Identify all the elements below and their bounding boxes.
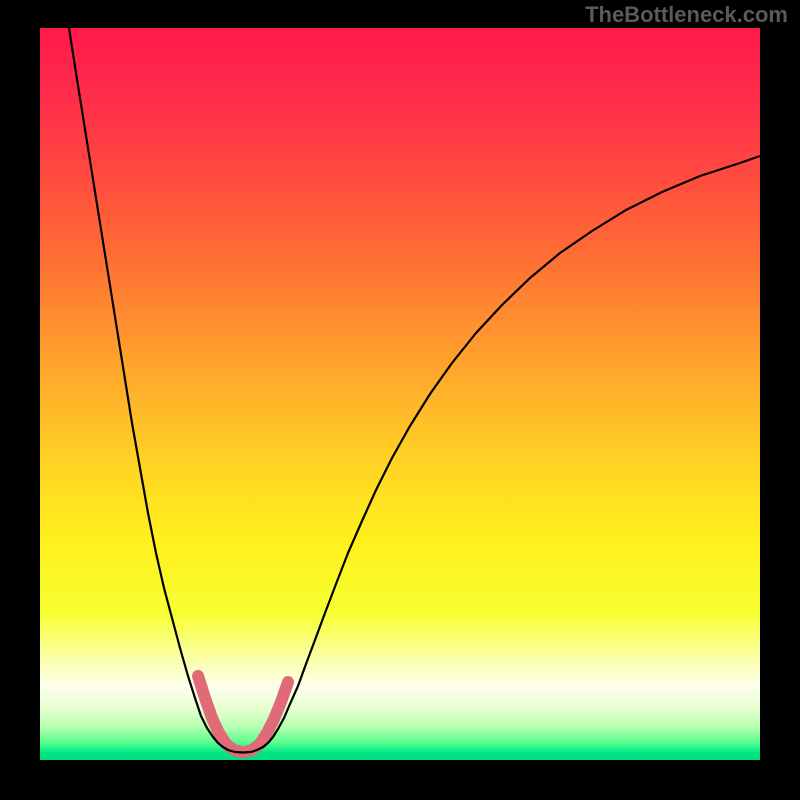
chart-curves	[40, 28, 760, 760]
plot-area	[40, 28, 760, 760]
pink-overlay-curve	[198, 676, 288, 753]
attribution-text: TheBottleneck.com	[585, 2, 788, 28]
bottleneck-curve	[69, 28, 760, 753]
